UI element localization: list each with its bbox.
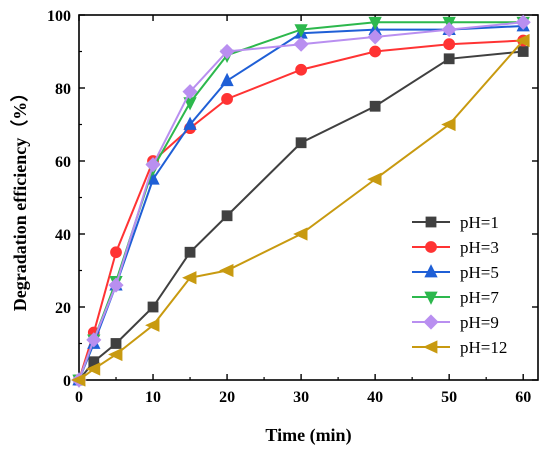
series-6 <box>71 33 530 387</box>
y-tick-label: 60 <box>55 154 71 171</box>
y-axis-title: Degradation efficiency（%） <box>10 84 30 311</box>
data-point <box>293 36 309 52</box>
data-point <box>221 210 233 222</box>
data-point <box>147 301 159 313</box>
legend-marker <box>425 216 437 228</box>
legend-marker <box>423 314 439 330</box>
legend-item: pH=1 <box>412 213 499 232</box>
y-tick-label: 0 <box>63 373 71 390</box>
legend-label: pH=1 <box>460 213 499 232</box>
data-point <box>369 45 382 58</box>
plot-area: 0 10 20 30 40 50 60 0 20 40 60 80 100 <box>47 8 539 406</box>
data-point <box>220 72 234 87</box>
data-point <box>367 172 382 186</box>
data-point <box>145 318 160 332</box>
y-tick-label: 40 <box>55 227 71 244</box>
series-line <box>78 50 524 381</box>
data-point <box>108 347 123 362</box>
data-point <box>293 227 308 241</box>
x-tick-label: 40 <box>367 389 383 406</box>
series-5 <box>71 14 531 388</box>
data-point <box>108 277 124 293</box>
legend-label: pH=12 <box>460 338 507 357</box>
data-point <box>517 46 529 57</box>
legend-item: pH=7 <box>412 288 499 307</box>
x-tick-label: 20 <box>219 389 235 406</box>
series-line <box>78 21 524 381</box>
data-point <box>219 43 235 60</box>
data-point <box>443 53 455 65</box>
data-point <box>441 117 456 132</box>
x-tick-label: 50 <box>441 389 457 406</box>
legend: pH=1 pH=3 pH=5 pH=7 pH=9 pH=12 <box>412 213 507 357</box>
data-point <box>369 100 381 112</box>
legend-label: pH=7 <box>460 288 499 307</box>
x-tick-label: 0 <box>75 389 83 406</box>
legend-label: pH=9 <box>460 313 499 332</box>
legend-item: pH=9 <box>412 313 499 332</box>
data-point <box>368 16 382 31</box>
legend-item: pH=12 <box>412 338 507 357</box>
series-layer <box>71 14 531 388</box>
legend-marker <box>424 291 438 305</box>
series-line <box>78 24 524 381</box>
data-point <box>184 246 196 258</box>
data-point <box>110 246 122 259</box>
x-tick-label: 10 <box>145 389 161 406</box>
y-tick-label: 80 <box>55 81 71 98</box>
data-point <box>221 93 233 105</box>
legend-item: pH=5 <box>412 263 499 282</box>
legend-marker <box>423 340 438 354</box>
x-tick-label: 30 <box>293 389 309 406</box>
data-point <box>294 24 308 38</box>
x-axis-title: Time (min) <box>265 425 351 446</box>
data-point <box>443 38 456 51</box>
data-point <box>219 263 234 278</box>
data-point <box>85 362 101 376</box>
legend-label: pH=3 <box>460 238 499 257</box>
legend-item: pH=3 <box>412 238 499 257</box>
data-point <box>86 332 102 348</box>
data-point <box>515 33 530 48</box>
data-point <box>367 29 383 45</box>
x-tick-label: 60 <box>515 389 531 406</box>
data-point <box>110 338 122 349</box>
data-point <box>515 14 531 30</box>
data-point <box>183 116 197 130</box>
data-point <box>295 137 307 149</box>
series-1 <box>73 46 529 386</box>
legend-marker <box>424 264 438 278</box>
legend-marker <box>425 241 437 253</box>
data-point <box>441 22 457 38</box>
series-line <box>78 39 524 381</box>
series-line <box>78 39 524 381</box>
data-point <box>145 157 161 173</box>
data-point <box>182 271 197 285</box>
y-tick-label: 20 <box>55 300 71 317</box>
data-point <box>71 373 86 387</box>
legend-label: pH=5 <box>460 263 499 282</box>
data-point <box>295 63 307 76</box>
data-point <box>182 84 198 100</box>
y-tick-label: 100 <box>47 8 71 25</box>
